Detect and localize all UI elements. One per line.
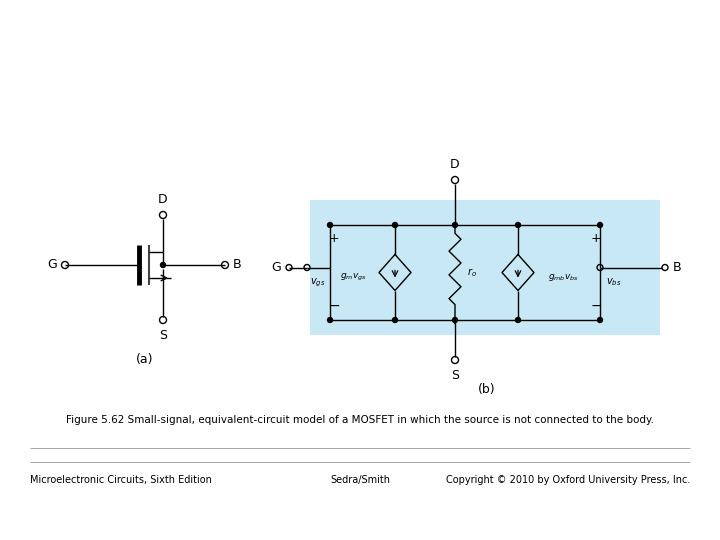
Circle shape (516, 222, 521, 227)
Circle shape (598, 318, 603, 322)
Text: −: − (328, 299, 340, 313)
Text: $g_{mb} v_{bs}$: $g_{mb} v_{bs}$ (548, 272, 579, 283)
Circle shape (392, 222, 397, 227)
Text: Copyright © 2010 by Oxford University Press, Inc.: Copyright © 2010 by Oxford University Pr… (446, 475, 690, 485)
FancyBboxPatch shape (310, 200, 660, 335)
Text: Figure 5.62 Small-signal, equivalent-circuit model of a MOSFET in which the sour: Figure 5.62 Small-signal, equivalent-cir… (66, 415, 654, 425)
Text: S: S (159, 329, 167, 342)
Text: (b): (b) (478, 383, 496, 396)
Circle shape (516, 318, 521, 322)
Text: $v_{bs}$: $v_{bs}$ (606, 276, 622, 288)
Text: +: + (590, 233, 601, 246)
Text: Sedra/Smith: Sedra/Smith (330, 475, 390, 485)
Text: D: D (158, 193, 168, 206)
Text: G: G (271, 261, 281, 274)
Text: −: − (590, 299, 602, 313)
Circle shape (328, 222, 333, 227)
Text: B: B (673, 261, 682, 274)
Text: $v_{gs}$: $v_{gs}$ (310, 276, 325, 289)
Text: $r_o$: $r_o$ (467, 266, 477, 279)
Text: S: S (451, 369, 459, 382)
Circle shape (452, 222, 457, 227)
Text: $g_m v_{gs}$: $g_m v_{gs}$ (341, 272, 367, 283)
Circle shape (392, 318, 397, 322)
Text: +: + (329, 233, 339, 246)
Text: B: B (233, 259, 242, 272)
Circle shape (598, 222, 603, 227)
Text: D: D (450, 158, 460, 171)
Text: Microelectronic Circuits, Sixth Edition: Microelectronic Circuits, Sixth Edition (30, 475, 212, 485)
Circle shape (161, 262, 166, 267)
Text: (a): (a) (136, 354, 154, 367)
Circle shape (328, 318, 333, 322)
Circle shape (452, 318, 457, 322)
Text: G: G (48, 259, 57, 272)
